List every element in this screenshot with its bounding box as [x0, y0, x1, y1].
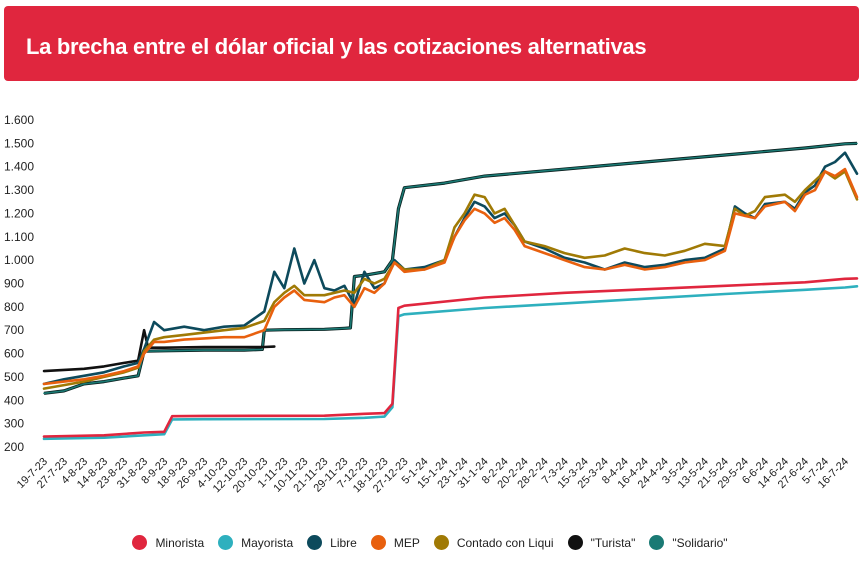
y-tick-label: 700	[4, 323, 24, 337]
legend-label: Contado con Liqui	[456, 535, 554, 550]
legend-swatch	[433, 535, 449, 550]
legend-swatch	[307, 535, 323, 550]
y-tick-label: 200	[4, 440, 24, 454]
series-line-solidario[interactable]	[43, 142, 858, 395]
y-tick-label: 600	[4, 347, 24, 361]
y-tick-label: 1.000	[4, 253, 34, 267]
legend-label: Libre	[330, 535, 357, 550]
legend-swatch	[132, 535, 148, 550]
y-tick-label: 800	[4, 300, 24, 314]
legend-swatch	[370, 535, 386, 550]
y-tick-label: 300	[4, 417, 24, 431]
legend-item-libre[interactable]: Libre	[307, 535, 357, 550]
legend-label: "Turista"	[590, 535, 636, 550]
y-tick-label: 1.600	[4, 113, 34, 127]
legend-swatch	[567, 535, 583, 550]
legend-item-minorista[interactable]: Minorista	[132, 535, 204, 550]
y-tick-label: 1.400	[4, 160, 34, 174]
legend-item-mep[interactable]: MEP	[370, 535, 420, 550]
y-tick-label: 500	[4, 370, 24, 384]
chart-header: La brecha entre el dólar oficial y las c…	[4, 6, 859, 81]
y-tick-label: 400	[4, 393, 24, 407]
y-tick-label: 1.200	[4, 206, 34, 220]
y-tick-label: 900	[4, 277, 24, 291]
y-tick-label: 1.500	[4, 136, 34, 150]
legend-item-solidario[interactable]: "Solidario"	[649, 535, 728, 550]
legend-label: MEP	[393, 535, 420, 550]
chart-title: La brecha entre el dólar oficial y las c…	[26, 34, 647, 59]
series-line-turista[interactable]	[42, 328, 276, 373]
legend-item-ccl[interactable]: Contado con Liqui	[433, 535, 554, 550]
series-line-outline	[43, 141, 858, 395]
y-tick-label: 1.100	[4, 230, 34, 244]
series-line-mep[interactable]	[42, 167, 859, 386]
legend-swatch	[649, 535, 665, 550]
chart-legend: Minorista Mayorista Libre MEP Contado co…	[0, 535, 860, 550]
series-line-minorista[interactable]	[42, 277, 859, 438]
legend-label: Minorista	[155, 535, 205, 550]
legend-item-mayorista[interactable]: Mayorista	[218, 535, 293, 550]
series-line-contado-con-liqui[interactable]	[42, 170, 859, 390]
legend-label: "Solidario"	[672, 535, 728, 550]
y-tick-label: 1.300	[4, 183, 34, 197]
legend-swatch	[218, 535, 234, 550]
legend-item-turista[interactable]: "Turista"	[567, 535, 636, 550]
series-line-mayorista[interactable]	[42, 285, 859, 441]
legend-label: Mayorista	[241, 535, 294, 550]
